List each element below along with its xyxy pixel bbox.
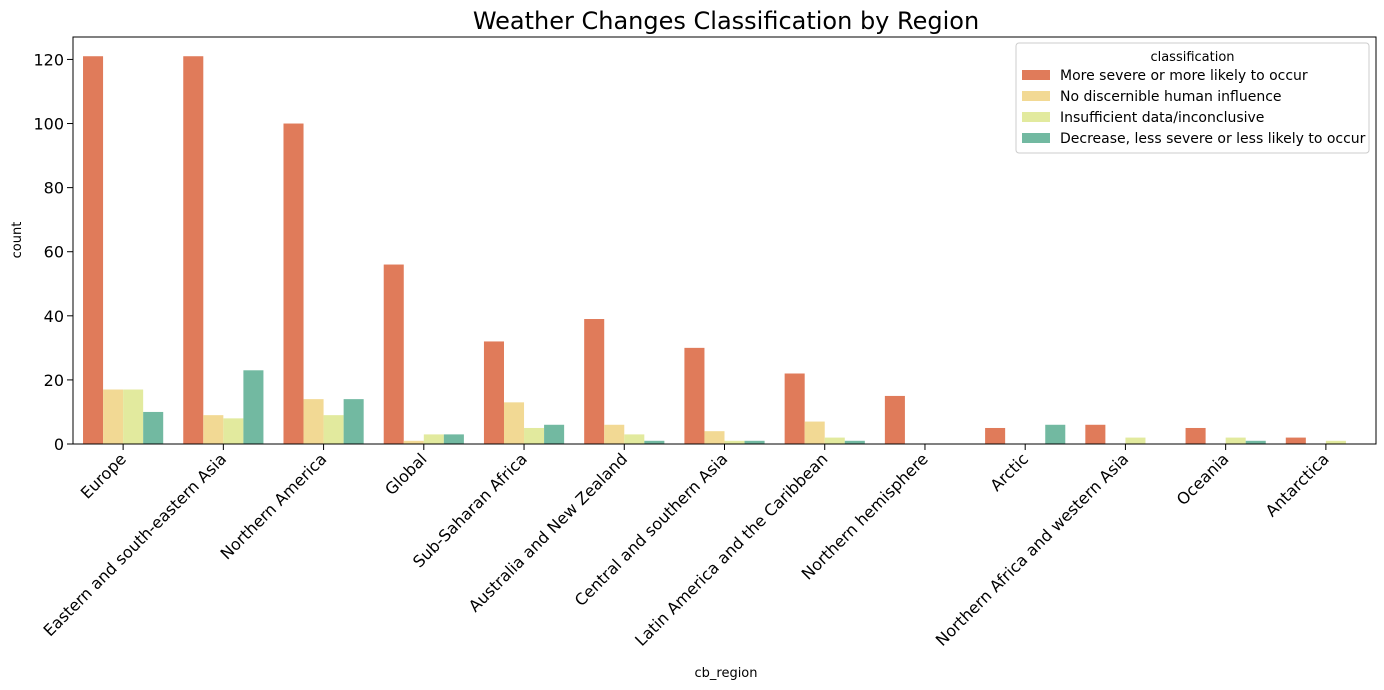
- bar: [243, 370, 264, 444]
- bar: [143, 411, 164, 444]
- x-tick-label: Europe: [77, 449, 130, 502]
- bar: [223, 418, 244, 444]
- bar: [403, 440, 424, 444]
- x-tick-label: Northern Africa and western Asia: [932, 449, 1132, 649]
- bar: [83, 56, 104, 445]
- legend-swatch: [1022, 112, 1050, 122]
- legend: classification More severe or more likel…: [1015, 42, 1370, 154]
- x-tick-label: Oceania: [1173, 449, 1233, 509]
- bar: [744, 440, 765, 444]
- y-tick-label: 20: [44, 371, 64, 390]
- legend-title: classification: [1150, 50, 1234, 65]
- chart-title: Weather Changes Classification by Region: [473, 7, 979, 35]
- x-axis-label: cb_region: [694, 666, 757, 681]
- y-axis: 0 20 40 60 80 100 120: [33, 50, 73, 454]
- legend-swatch: [1022, 91, 1050, 101]
- bar: [323, 415, 344, 444]
- bar: [1245, 440, 1266, 444]
- y-tick-label: 120: [33, 50, 64, 69]
- bar: [1225, 437, 1246, 444]
- legend-box: [1015, 42, 1370, 154]
- x-tick-label: Antarctica: [1262, 449, 1333, 520]
- bar: [423, 434, 444, 444]
- bar: [483, 341, 504, 444]
- bars-group: [83, 56, 1346, 445]
- x-tick-label: Northern America: [216, 449, 330, 563]
- legend-swatch: [1022, 133, 1050, 143]
- bar: [383, 264, 404, 444]
- bar: [203, 415, 224, 444]
- bar: [303, 399, 324, 444]
- bar: [123, 389, 144, 444]
- bar: [844, 440, 865, 444]
- bar: [804, 421, 825, 444]
- bar: [1325, 440, 1346, 444]
- y-tick-label: 80: [44, 179, 64, 198]
- bar: [704, 431, 725, 444]
- x-tick-label: Eastern and south-eastern Asia: [39, 449, 230, 640]
- y-tick-label: 40: [44, 307, 64, 326]
- plot-frame: [72, 36, 1377, 445]
- x-tick-label: Global: [381, 449, 431, 499]
- x-tick-label: Latin America and the Caribbean: [631, 449, 831, 649]
- legend-label: More severe or more likely to occur: [1060, 68, 1308, 84]
- bar: [985, 427, 1006, 444]
- bar: [183, 56, 204, 445]
- bar: [644, 440, 665, 444]
- bar: [824, 437, 845, 444]
- bar: [283, 123, 304, 444]
- bar: [443, 434, 464, 444]
- bar: [503, 402, 525, 444]
- bar: [1085, 424, 1106, 444]
- bar: [584, 319, 605, 444]
- x-tick-label: Arctic: [986, 449, 1032, 495]
- x-tick-label: Sub-Saharan Africa: [409, 449, 531, 571]
- legend-label: Decrease, less severe or less likely to …: [1060, 131, 1366, 147]
- y-tick-label: 100: [33, 115, 64, 134]
- bar: [343, 399, 364, 444]
- bar: [1045, 424, 1066, 444]
- bar: [524, 427, 545, 444]
- legend-items: More severe or more likely to occur No di…: [1022, 68, 1366, 147]
- bar: [724, 440, 745, 444]
- y-axis-label: count: [10, 222, 25, 259]
- bar: [684, 347, 705, 444]
- bar: [544, 424, 565, 444]
- bar: [1285, 437, 1306, 444]
- bar: [604, 424, 625, 444]
- y-tick-label: 0: [54, 435, 64, 454]
- bar: [884, 395, 905, 444]
- x-tick-label: Australia and New Zealand: [465, 449, 631, 615]
- bar: [103, 389, 124, 444]
- bar: [784, 373, 805, 444]
- bar: [1125, 437, 1146, 444]
- bar: [624, 434, 645, 444]
- legend-label: No discernible human influence: [1060, 89, 1282, 105]
- legend-swatch: [1022, 70, 1050, 80]
- legend-label: Insufficient data/inconclusive: [1060, 110, 1264, 126]
- bar: [1185, 427, 1206, 444]
- y-tick-label: 60: [44, 243, 64, 262]
